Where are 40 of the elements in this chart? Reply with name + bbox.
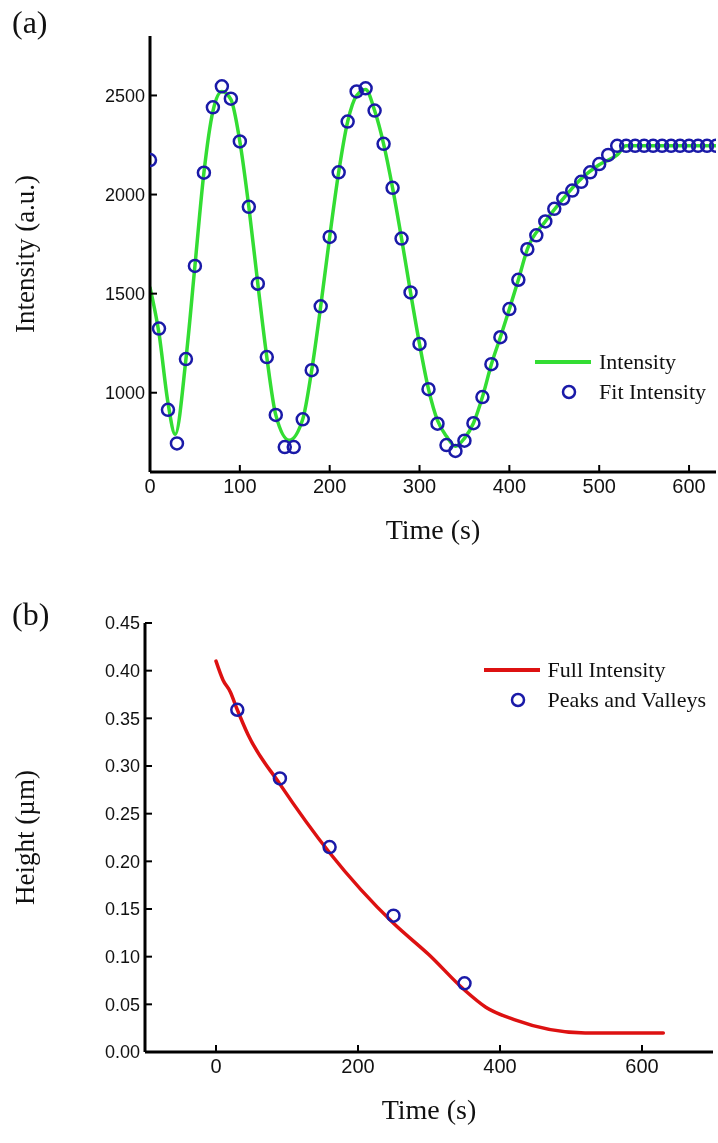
x-tick-label: 200 (341, 1055, 375, 1078)
x-tick-label: 600 (625, 1055, 659, 1078)
y-tick-label: 0.05 (104, 994, 140, 1015)
y-tick-label: 0.15 (104, 899, 140, 920)
x-tick-label: 500 (582, 475, 616, 498)
y-tick-label: 0.25 (104, 804, 140, 825)
x-tick-label: 0 (144, 475, 156, 498)
point (457, 976, 472, 991)
y-tick-label: 0.45 (104, 613, 140, 634)
x-tick-label: 200 (313, 475, 347, 498)
x-axis-title: Time (s) (380, 1094, 478, 1126)
point (230, 702, 245, 717)
x-axis-title: Time (s) (384, 514, 482, 546)
x-tick-label: 400 (492, 475, 527, 498)
y-axis-title: Intensity (a.u.) (9, 174, 40, 334)
x-tick-label: 100 (223, 475, 257, 498)
text: (b) (12, 596, 50, 633)
y-tick-label: 0.40 (104, 661, 140, 682)
x-tick-label: 600 (672, 475, 706, 498)
y-tick-label: 0.30 (104, 756, 140, 777)
legend-label: Fit Intensity (599, 379, 706, 405)
y-tick-label: 0.00 (104, 1042, 140, 1063)
point (272, 771, 288, 786)
y-tick-label: 0.20 (104, 851, 140, 872)
y-tick-label: 0.35 (104, 708, 140, 729)
point (386, 908, 401, 923)
legend-label: Intensity (599, 349, 677, 375)
point (322, 839, 337, 855)
x-tick-label: 0 (210, 1055, 222, 1078)
text: (a) (12, 4, 48, 41)
legend-label: Peaks and Valleys (547, 687, 706, 713)
y-tick-label: 2500 (104, 85, 145, 106)
legend-label: Full Intensity (547, 657, 666, 683)
y-tick-label: 2000 (104, 184, 145, 205)
y-tick-label: 1000 (104, 383, 145, 404)
x-tick-label: 300 (402, 475, 437, 498)
y-tick-label: 0.10 (104, 947, 140, 968)
x-tick-label: 400 (483, 1055, 517, 1078)
y-tick-label: 1500 (104, 284, 145, 305)
y-axis-title: Height (µm) (9, 770, 40, 905)
